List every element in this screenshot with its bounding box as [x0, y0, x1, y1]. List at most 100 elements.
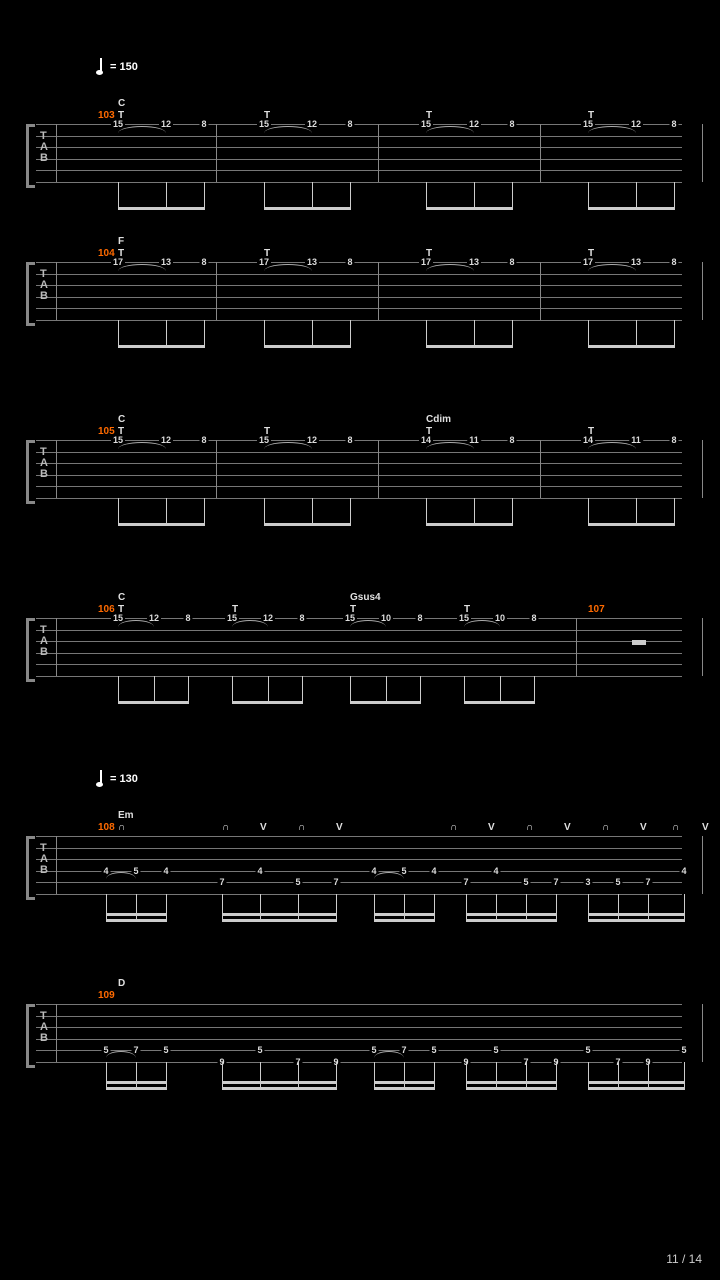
beam	[374, 919, 435, 922]
fret-number: 7	[551, 877, 560, 887]
note-stem	[588, 320, 589, 348]
barline	[702, 262, 703, 320]
string-line	[36, 320, 682, 321]
staff-wrap: 105TAB15128151281411814118	[36, 440, 682, 498]
beam	[374, 1087, 435, 1090]
pick-mark: ∩	[672, 822, 679, 833]
chord-label: Em	[118, 810, 134, 821]
measure-number: 107	[588, 604, 605, 615]
note-stem	[512, 320, 513, 348]
staff-wrap: 108TAB454745745474573574	[36, 836, 682, 894]
tab-clef: TAB	[40, 447, 48, 480]
beam	[264, 207, 351, 210]
note-stem	[350, 320, 351, 348]
note-stem	[374, 894, 375, 922]
note-stem	[618, 1062, 619, 1090]
staff-wrap: 106107TAB15128151281510815108	[36, 618, 682, 676]
note-stem	[500, 676, 501, 704]
note-stem	[512, 182, 513, 210]
fret-number: 12	[159, 119, 173, 129]
beam	[426, 523, 513, 526]
fret-number: 8	[345, 435, 354, 445]
beam	[374, 1081, 435, 1084]
pick-mark: V	[488, 822, 495, 833]
barline	[216, 440, 217, 498]
beam	[588, 523, 675, 526]
note-stem	[188, 676, 189, 704]
string-line	[36, 1039, 682, 1040]
barline	[56, 440, 57, 498]
string-line	[36, 297, 682, 298]
note-stem	[204, 182, 205, 210]
chord-label: C	[118, 592, 125, 603]
barline	[56, 1004, 57, 1062]
tempo-value: = 130	[110, 773, 138, 785]
note-stem	[588, 1062, 589, 1090]
note-stem	[466, 894, 467, 922]
fret-number: 8	[297, 613, 306, 623]
beam	[588, 345, 675, 348]
barline	[56, 836, 57, 894]
tab-clef: TAB	[40, 843, 48, 876]
tab-page: { "page_number": "11 / 14", "background"…	[0, 0, 720, 1280]
staff-bracket	[26, 836, 35, 900]
note-stem	[136, 1062, 137, 1090]
barline	[56, 262, 57, 320]
tie-arc	[264, 126, 312, 133]
note-stem	[420, 676, 421, 704]
note-stem	[118, 320, 119, 348]
barline	[702, 836, 703, 894]
pick-mark: ∩	[118, 822, 125, 833]
staff-bracket	[26, 124, 35, 188]
note-stem	[526, 1062, 527, 1090]
staff-wrap: 103TAB15128151281512815128	[36, 124, 682, 182]
fret-number: 5	[293, 877, 302, 887]
beam	[222, 919, 337, 922]
fret-number: 8	[415, 613, 424, 623]
fret-number: 7	[643, 877, 652, 887]
note-stem	[166, 1062, 167, 1090]
beam	[466, 1087, 557, 1090]
tempo-mark: = 130	[96, 770, 138, 788]
measure-number: 109	[98, 990, 115, 1001]
note-stem	[312, 498, 313, 526]
fret-number: 8	[507, 257, 516, 267]
note-stem	[222, 1062, 223, 1090]
beam	[106, 1081, 167, 1084]
note-stem	[636, 320, 637, 348]
tab-staff: TAB454745745474573574	[36, 836, 682, 894]
note-stem	[512, 498, 513, 526]
beam	[588, 1081, 685, 1084]
beam	[106, 919, 167, 922]
pick-mark: ∩	[298, 822, 305, 833]
fret-number: 5	[491, 1045, 500, 1055]
rest-mark	[632, 640, 646, 645]
note-stem	[166, 498, 167, 526]
note-stem	[426, 320, 427, 348]
fret-number: 8	[669, 257, 678, 267]
barline	[378, 124, 379, 182]
tie-arc	[106, 872, 136, 879]
note-stem	[636, 182, 637, 210]
fret-number: 8	[507, 119, 516, 129]
fret-number: 5	[521, 877, 530, 887]
note-icon	[96, 770, 104, 788]
fret-number: 4	[255, 866, 264, 876]
fret-number: 12	[159, 435, 173, 445]
barline	[378, 262, 379, 320]
note-stem	[106, 1062, 107, 1090]
tab-clef: TAB	[40, 131, 48, 164]
barline	[540, 440, 541, 498]
chord-label: Gsus4	[350, 592, 381, 603]
beam	[222, 913, 337, 916]
note-stem	[648, 894, 649, 922]
string-line	[36, 452, 682, 453]
tempo-value: = 150	[110, 61, 138, 73]
chord-label: C	[118, 414, 125, 425]
note-stem	[674, 320, 675, 348]
fret-number: 8	[199, 435, 208, 445]
tab-staff: TAB575957957595795795	[36, 1004, 682, 1062]
beam	[264, 523, 351, 526]
fret-number: 8	[507, 435, 516, 445]
beam	[466, 919, 557, 922]
